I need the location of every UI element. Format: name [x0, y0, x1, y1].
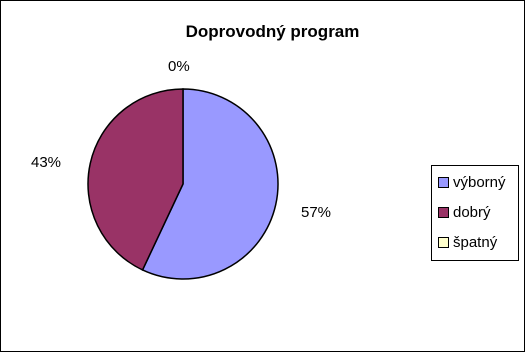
legend: výborný dobrý špatný [431, 165, 519, 261]
chart-title: Doprovodný program [185, 22, 360, 41]
legend-item-dobry: dobrý [438, 202, 491, 222]
pie-slice-vyborny [141, 88, 279, 280]
data-label-vyborny: 57% [301, 204, 331, 221]
legend-swatch-dobry [438, 206, 449, 218]
legend-swatch-spatny [438, 236, 449, 248]
legend-label-dobry: dobrý [453, 203, 491, 221]
pie-slice-dobry [87, 88, 184, 271]
data-label-dobry: 43% [31, 154, 61, 171]
legend-item-spatny: špatný [438, 232, 497, 252]
legend-item-vyborny: výborný [438, 172, 506, 192]
data-label-spatny: 0% [168, 58, 190, 75]
legend-label-spatny: špatný [453, 233, 498, 251]
legend-swatch-vyborny [438, 176, 449, 188]
pie-data-labels: 57% 43% 0% [31, 58, 331, 221]
pie-slices [87, 88, 279, 280]
legend-label-vyborny: výborný [453, 173, 506, 191]
